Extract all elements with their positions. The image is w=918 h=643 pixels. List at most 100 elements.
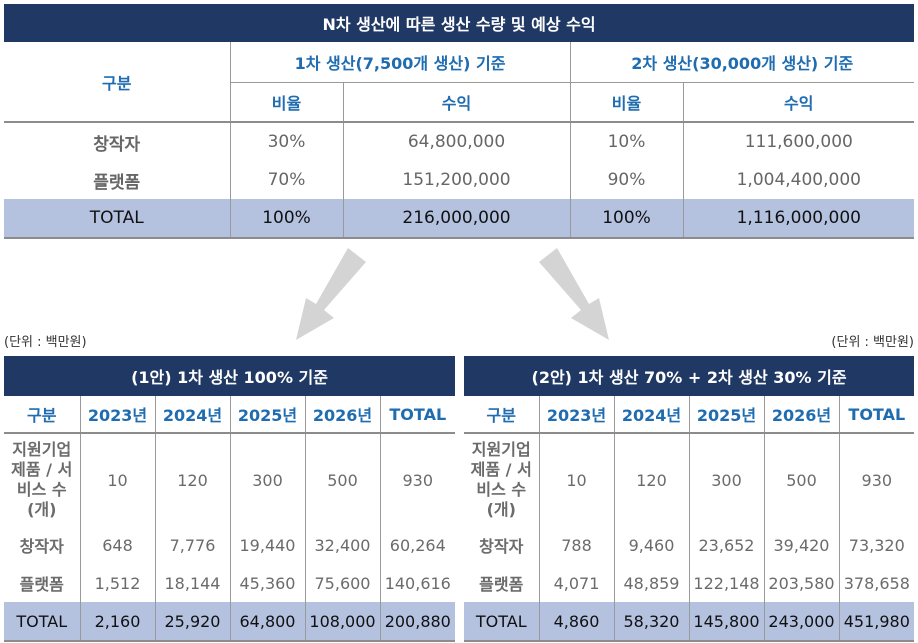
cell: 145,800 xyxy=(688,602,764,642)
category-header: 구분 xyxy=(4,42,230,123)
row-label: TOTAL xyxy=(4,199,230,239)
cell: 500 xyxy=(763,433,839,526)
cell: 243,000 xyxy=(763,602,839,642)
col-header: 2026년 xyxy=(304,396,380,434)
arrow-down-right-icon xyxy=(539,248,609,340)
row-label: TOTAL xyxy=(4,602,80,642)
cell: 378,658 xyxy=(838,564,915,602)
p2-ratio-header: 비율 xyxy=(569,82,683,123)
cell: 140,616 xyxy=(379,564,456,602)
cell: 216,000,000 xyxy=(342,199,570,239)
plan2-table: (2안) 1차 생산 70% + 2차 생산 30% 기준 구분 2023년 2… xyxy=(464,356,915,642)
total-row: TOTAL 2,160 25,920 64,800 108,000 200,88… xyxy=(4,602,456,642)
p1-ratio-header: 비율 xyxy=(229,82,343,123)
table-row: 창작자 648 7,776 19,440 32,400 60,264 xyxy=(4,526,456,564)
cell: 500 xyxy=(304,433,380,526)
unit-label-left: (단위 : 백만원) xyxy=(4,335,87,350)
cell: 60,264 xyxy=(379,526,456,564)
col-header: 2024년 xyxy=(154,396,230,434)
plan2-title: (2안) 1차 생산 70% + 2차 생산 30% 기준 xyxy=(464,356,915,396)
cell: 203,580 xyxy=(763,564,839,602)
cell: 18,144 xyxy=(154,564,230,602)
cell: 4,071 xyxy=(538,564,614,602)
arrow-down-left-icon xyxy=(296,248,366,340)
plan1-title: (1안) 1차 생산 100% 기준 xyxy=(4,356,456,396)
cell: 39,420 xyxy=(763,526,839,564)
cell: 648 xyxy=(79,526,155,564)
cell: 73,320 xyxy=(838,526,915,564)
table-row: 플랫폼 1,512 18,144 45,360 75,600 140,616 xyxy=(4,564,456,602)
revenue-summary-table: N차 생산에 따른 생산 수량 및 예상 수익 구분 1차 생산(7,500개 … xyxy=(4,4,915,239)
cell: 64,800 xyxy=(229,602,305,642)
cell: 108,000 xyxy=(304,602,380,642)
col-header: TOTAL xyxy=(838,396,915,434)
cell: 48,859 xyxy=(613,564,689,602)
cell: 122,148 xyxy=(688,564,764,602)
unit-label-right: (단위 : 백만원) xyxy=(831,335,914,350)
cell: 10 xyxy=(79,433,155,526)
cell: 930 xyxy=(379,433,456,526)
summary-title: N차 생산에 따른 생산 수량 및 예상 수익 xyxy=(4,4,915,42)
col-header: 2023년 xyxy=(79,396,155,434)
cell: 100% xyxy=(569,199,683,239)
col-header: 2026년 xyxy=(763,396,839,434)
total-row: TOTAL 100% 216,000,000 100% 1,116,000,00… xyxy=(4,199,915,239)
col-header: 구분 xyxy=(464,396,539,434)
table-row: 지원기업 제품 / 서비스 수(개) 10 120 300 500 930 xyxy=(464,433,915,526)
cell: 788 xyxy=(538,526,614,564)
cell: 111,600,000 xyxy=(682,122,915,161)
col-header: 2023년 xyxy=(538,396,614,434)
cell: 120 xyxy=(154,433,230,526)
cell: 10% xyxy=(569,122,683,161)
total-row: TOTAL 4,860 58,320 145,800 243,000 451,9… xyxy=(464,602,915,642)
cell: 930 xyxy=(838,433,915,526)
cell: 58,320 xyxy=(613,602,689,642)
plan1-table: (1안) 1차 생산 100% 기준 구분 2023년 2024년 2025년 … xyxy=(4,356,456,642)
cell: 100% xyxy=(229,199,343,239)
cell: 120 xyxy=(613,433,689,526)
cell: 7,776 xyxy=(154,526,230,564)
cell: 2,160 xyxy=(79,602,155,642)
p1-revenue-header: 수익 xyxy=(342,82,570,123)
col-header: TOTAL xyxy=(379,396,456,434)
row-label: 지원기업 제품 / 서비스 수(개) xyxy=(11,440,73,519)
cell: 19,440 xyxy=(229,526,305,564)
cell: 300 xyxy=(229,433,305,526)
cell: 30% xyxy=(229,122,343,161)
cell: 75,600 xyxy=(304,564,380,602)
row-label: TOTAL xyxy=(464,602,539,642)
cell: 10 xyxy=(538,433,614,526)
cell: 1,116,000,000 xyxy=(682,199,915,239)
cell: 90% xyxy=(569,161,683,199)
table-row: 플랫폼 70% 151,200,000 90% 1,004,400,000 xyxy=(4,161,915,199)
cell: 70% xyxy=(229,161,343,199)
cell: 25,920 xyxy=(154,602,230,642)
phase2-header: 2차 생산(30,000개 생산) 기준 xyxy=(569,42,915,83)
table-row: 플랫폼 4,071 48,859 122,148 203,580 378,658 xyxy=(464,564,915,602)
col-header: 구분 xyxy=(4,396,80,434)
cell: 32,400 xyxy=(304,526,380,564)
cell: 4,860 xyxy=(538,602,614,642)
table-row: 지원기업 제품 / 서비스 수(개) 10 120 300 500 930 xyxy=(4,433,456,526)
cell: 300 xyxy=(688,433,764,526)
row-label: 플랫폼 xyxy=(479,575,524,594)
cell: 64,800,000 xyxy=(342,122,570,161)
cell: 200,880 xyxy=(379,602,456,642)
col-header: 2025년 xyxy=(229,396,305,434)
cell: 45,360 xyxy=(229,564,305,602)
cell: 1,512 xyxy=(79,564,155,602)
cell: 9,460 xyxy=(613,526,689,564)
col-header: 2024년 xyxy=(613,396,689,434)
row-label: 플랫폼 xyxy=(93,172,141,193)
row-label: 지원기업 제품 / 서비스 수(개) xyxy=(470,440,532,519)
row-label: 플랫폼 xyxy=(19,575,64,594)
row-label: 창작자 xyxy=(19,537,64,556)
phase1-header: 1차 생산(7,500개 생산) 기준 xyxy=(229,42,570,83)
p2-revenue-header: 수익 xyxy=(682,82,915,123)
table-row: 창작자 30% 64,800,000 10% 111,600,000 xyxy=(4,122,915,161)
col-header: 2025년 xyxy=(688,396,764,434)
table-row: 창작자 788 9,460 23,652 39,420 73,320 xyxy=(464,526,915,564)
row-label: 창작자 xyxy=(479,537,524,556)
row-label: 창작자 xyxy=(93,134,141,155)
cell: 151,200,000 xyxy=(342,161,570,199)
